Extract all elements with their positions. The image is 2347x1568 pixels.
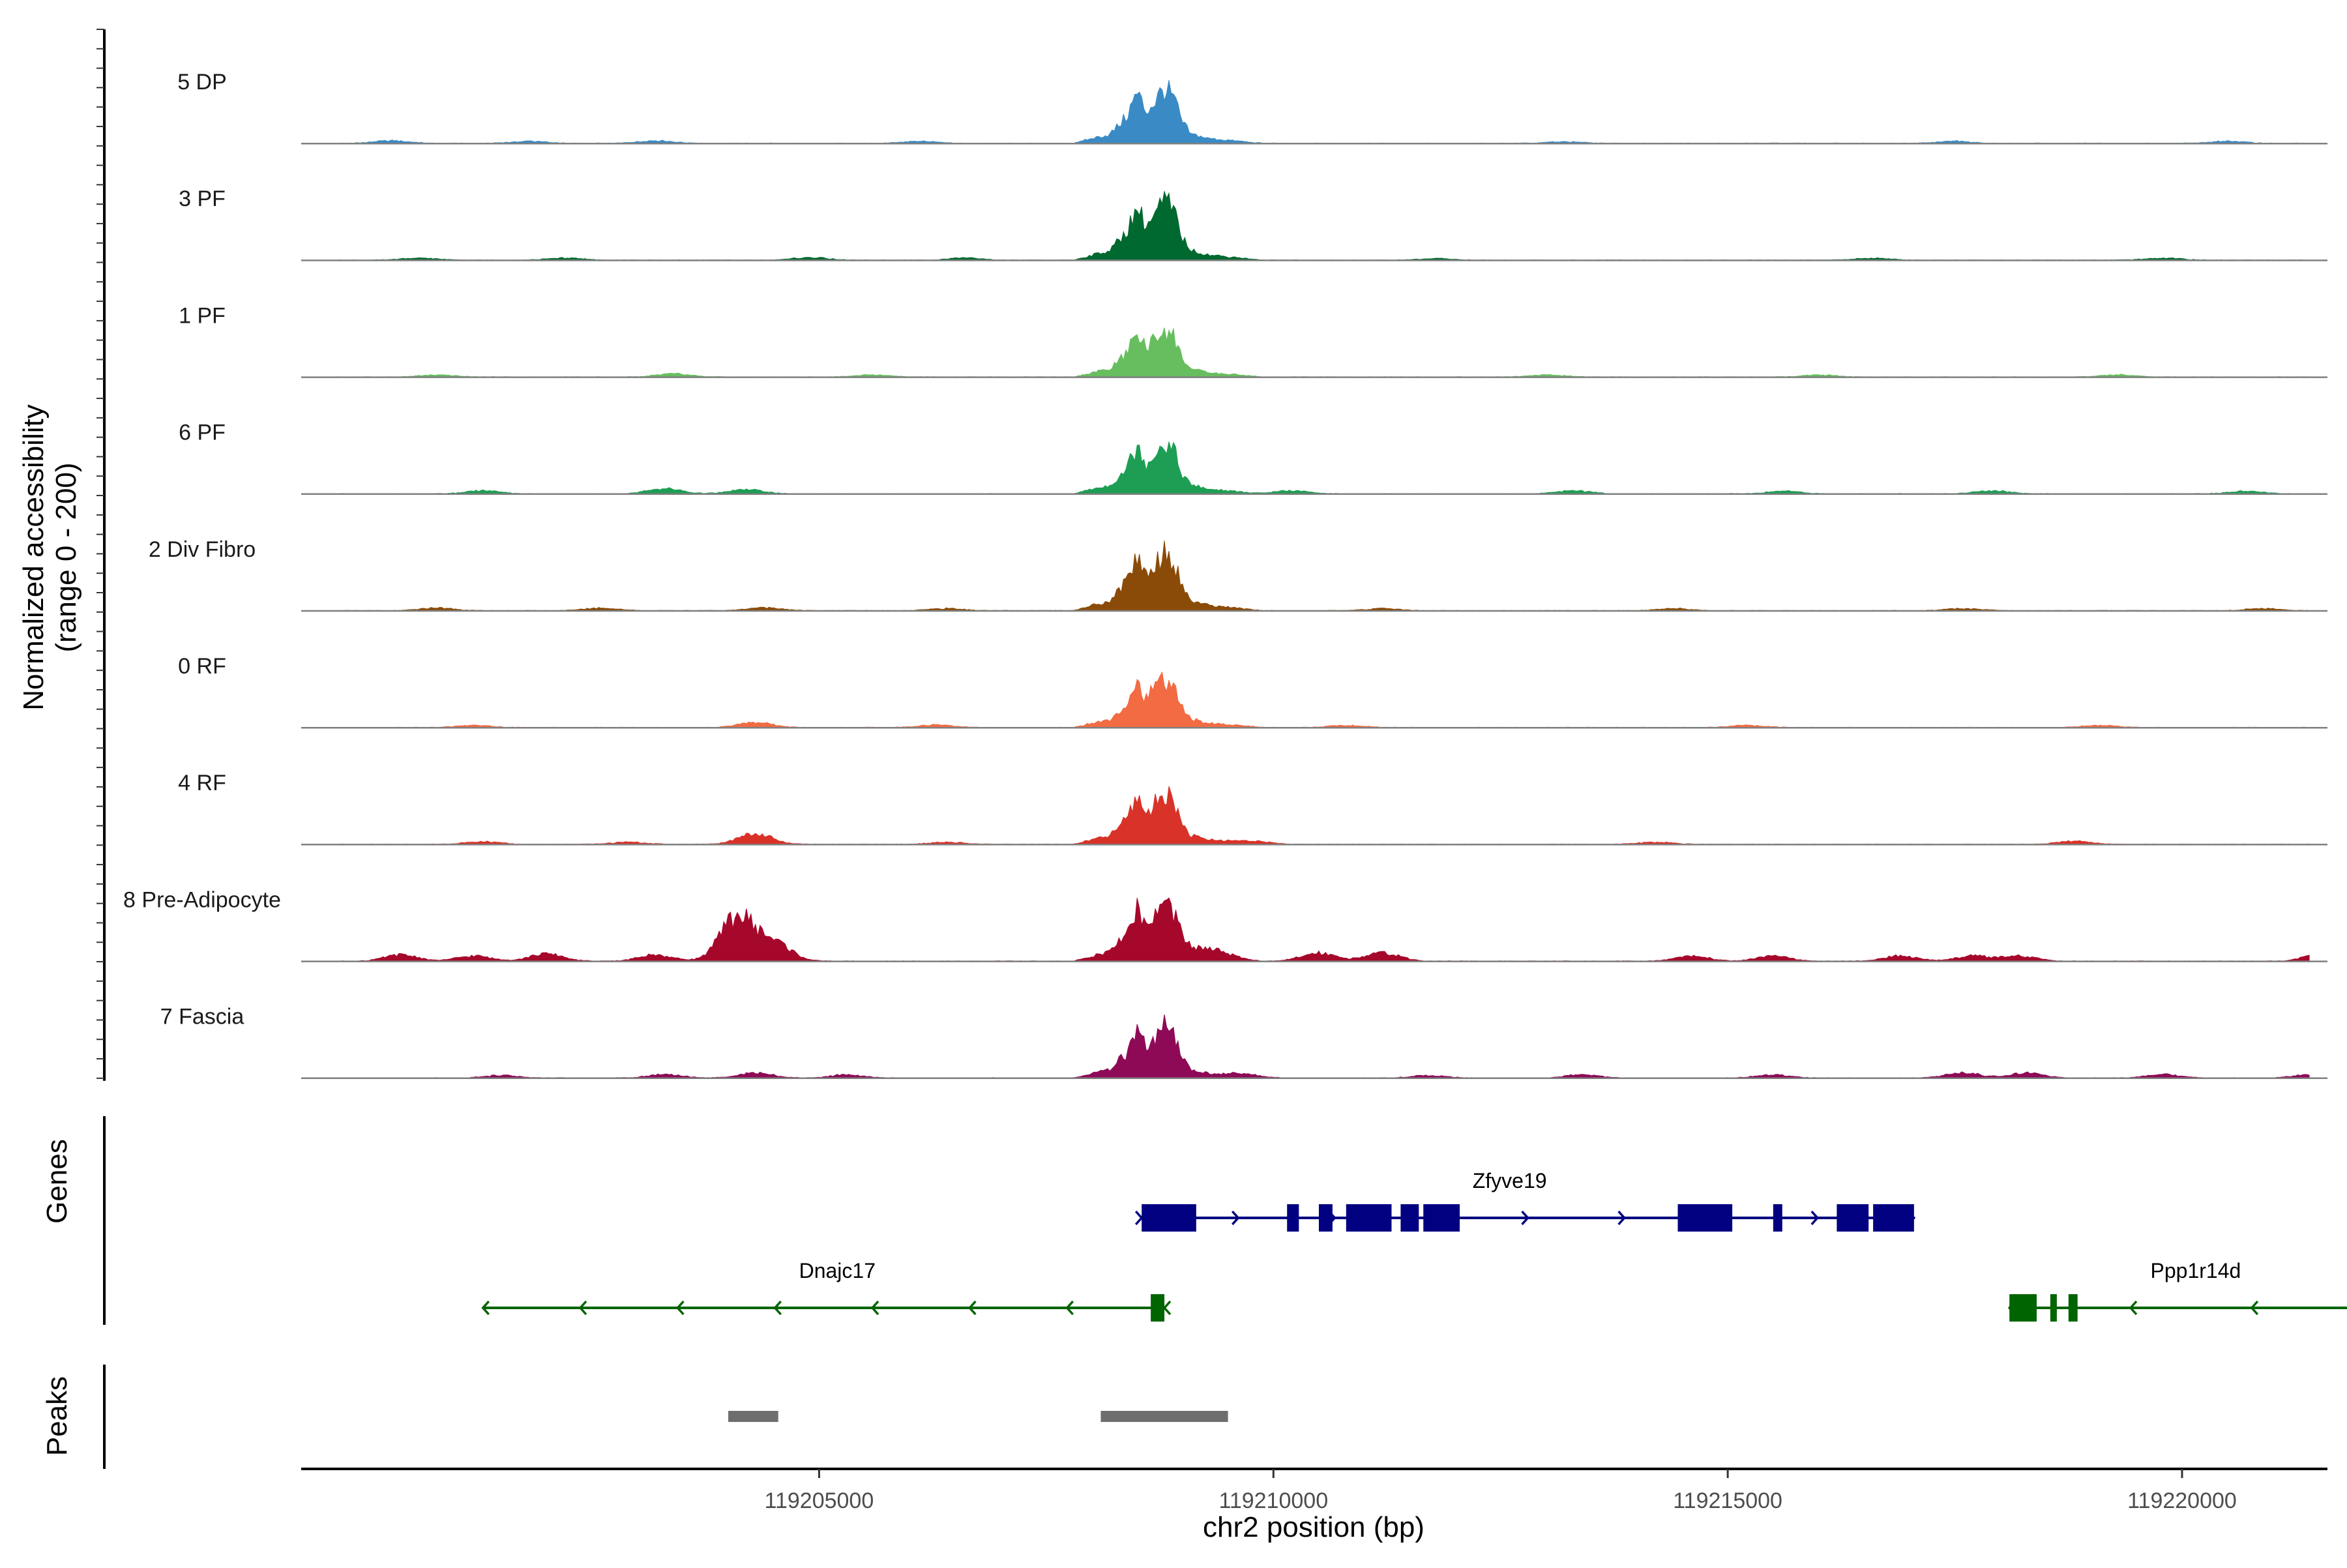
track-3-pf: 3 PF [179,186,2327,261]
x-tick-label: 119215000 [1673,1488,1782,1513]
gene-dnajc17: Dnajc17 [481,1259,1172,1322]
coverage-tracks: 5 DP 3 PF 1 PF 6 PF 2 Div Fibro 0 RF 4 RF 8 Pre… [123,70,2327,1080]
strand-arrow [1231,1210,1240,1226]
gene-exon [1873,1204,1914,1232]
peak-region [728,1411,778,1422]
peak-region [1100,1411,1228,1422]
gene-exon [1423,1204,1460,1232]
track-2-div-fibro: 2 Div Fibro [149,537,2327,612]
strand-arrow [676,1300,685,1316]
track-label: 1 PF [179,303,226,328]
gene-exon [2009,1294,2037,1322]
strand-arrow [1617,1210,1626,1226]
strand-arrow [773,1300,782,1316]
gene-exon [1287,1204,1299,1232]
gene-exon [2050,1294,2057,1322]
peaks-panel-title: Peaks [41,1376,73,1456]
gene-exon [1773,1204,1782,1232]
gene-exon [1400,1204,1419,1232]
gene-exon [1677,1204,1733,1232]
gene-exon [1837,1204,1869,1232]
strand-arrow [1521,1210,1529,1226]
peak-track [728,1411,1228,1422]
gene-label: Dnajc17 [799,1259,876,1282]
gene-ppp1r14d: Ppp1r14d [2007,1259,2347,1322]
track-label: 0 RF [178,654,226,679]
gene-zfyve19: Zfyve19 [1134,1169,1916,1232]
track-8-pre-adipocyte: 8 Pre-Adipocyte [123,887,2327,962]
strand-arrow [2129,1300,2138,1316]
track-1-pf: 1 PF [179,303,2327,378]
y-axis-title-line1: Normalized accessibility [18,404,50,710]
x-tick-label: 119220000 [2127,1488,2237,1513]
track-label: 5 DP [177,70,227,95]
gene-exon [1151,1294,1165,1322]
track-label: 7 Fascia [160,1005,244,1029]
gene-label: Zfyve19 [1473,1169,1547,1192]
x-tick-label: 119205000 [765,1488,874,1513]
track-0-rf: 0 RF [178,654,2327,729]
strand-arrow [968,1300,977,1316]
track-label: 8 Pre-Adipocyte [123,887,281,912]
strand-arrow [481,1300,490,1316]
genes-panel-title: Genes [41,1139,73,1224]
gene-track: Zfyve19 Dnajc17 Ppp1r14d [481,1169,2347,1322]
axes: 119205000 119210000 119215000 119220000 [96,29,2327,1513]
track-5-dp: 5 DP [177,70,2327,145]
gene-exon [1346,1204,1392,1232]
x-axis-title: chr2 position (bp) [1203,1511,1424,1543]
strand-arrow [1065,1300,1074,1316]
y-axis-title-line2: (range 0 - 200) [50,462,82,652]
track-label: 4 RF [178,771,226,795]
y-axis-title: Normalized accessibility (range 0 - 200) [18,404,82,710]
track-4-rf: 4 RF [178,771,2327,846]
gene-label: Ppp1r14d [2151,1259,2241,1282]
track-label: 3 PF [179,186,226,211]
strand-arrow [578,1300,587,1316]
strand-arrow [2250,1300,2259,1316]
track-label: 2 Div Fibro [149,537,256,562]
track-6-pf: 6 PF [179,421,2327,496]
strand-arrow [1810,1210,1820,1226]
coverage-area [337,897,2310,962]
x-tick-label: 119210000 [1218,1488,1328,1513]
gene-exon [2068,1294,2078,1322]
gene-exon [1318,1204,1333,1232]
gene-exon [1142,1204,1196,1232]
track-label: 6 PF [179,421,226,445]
strand-arrow [870,1300,879,1316]
track-7-fascia: 7 Fascia [160,1005,2327,1080]
